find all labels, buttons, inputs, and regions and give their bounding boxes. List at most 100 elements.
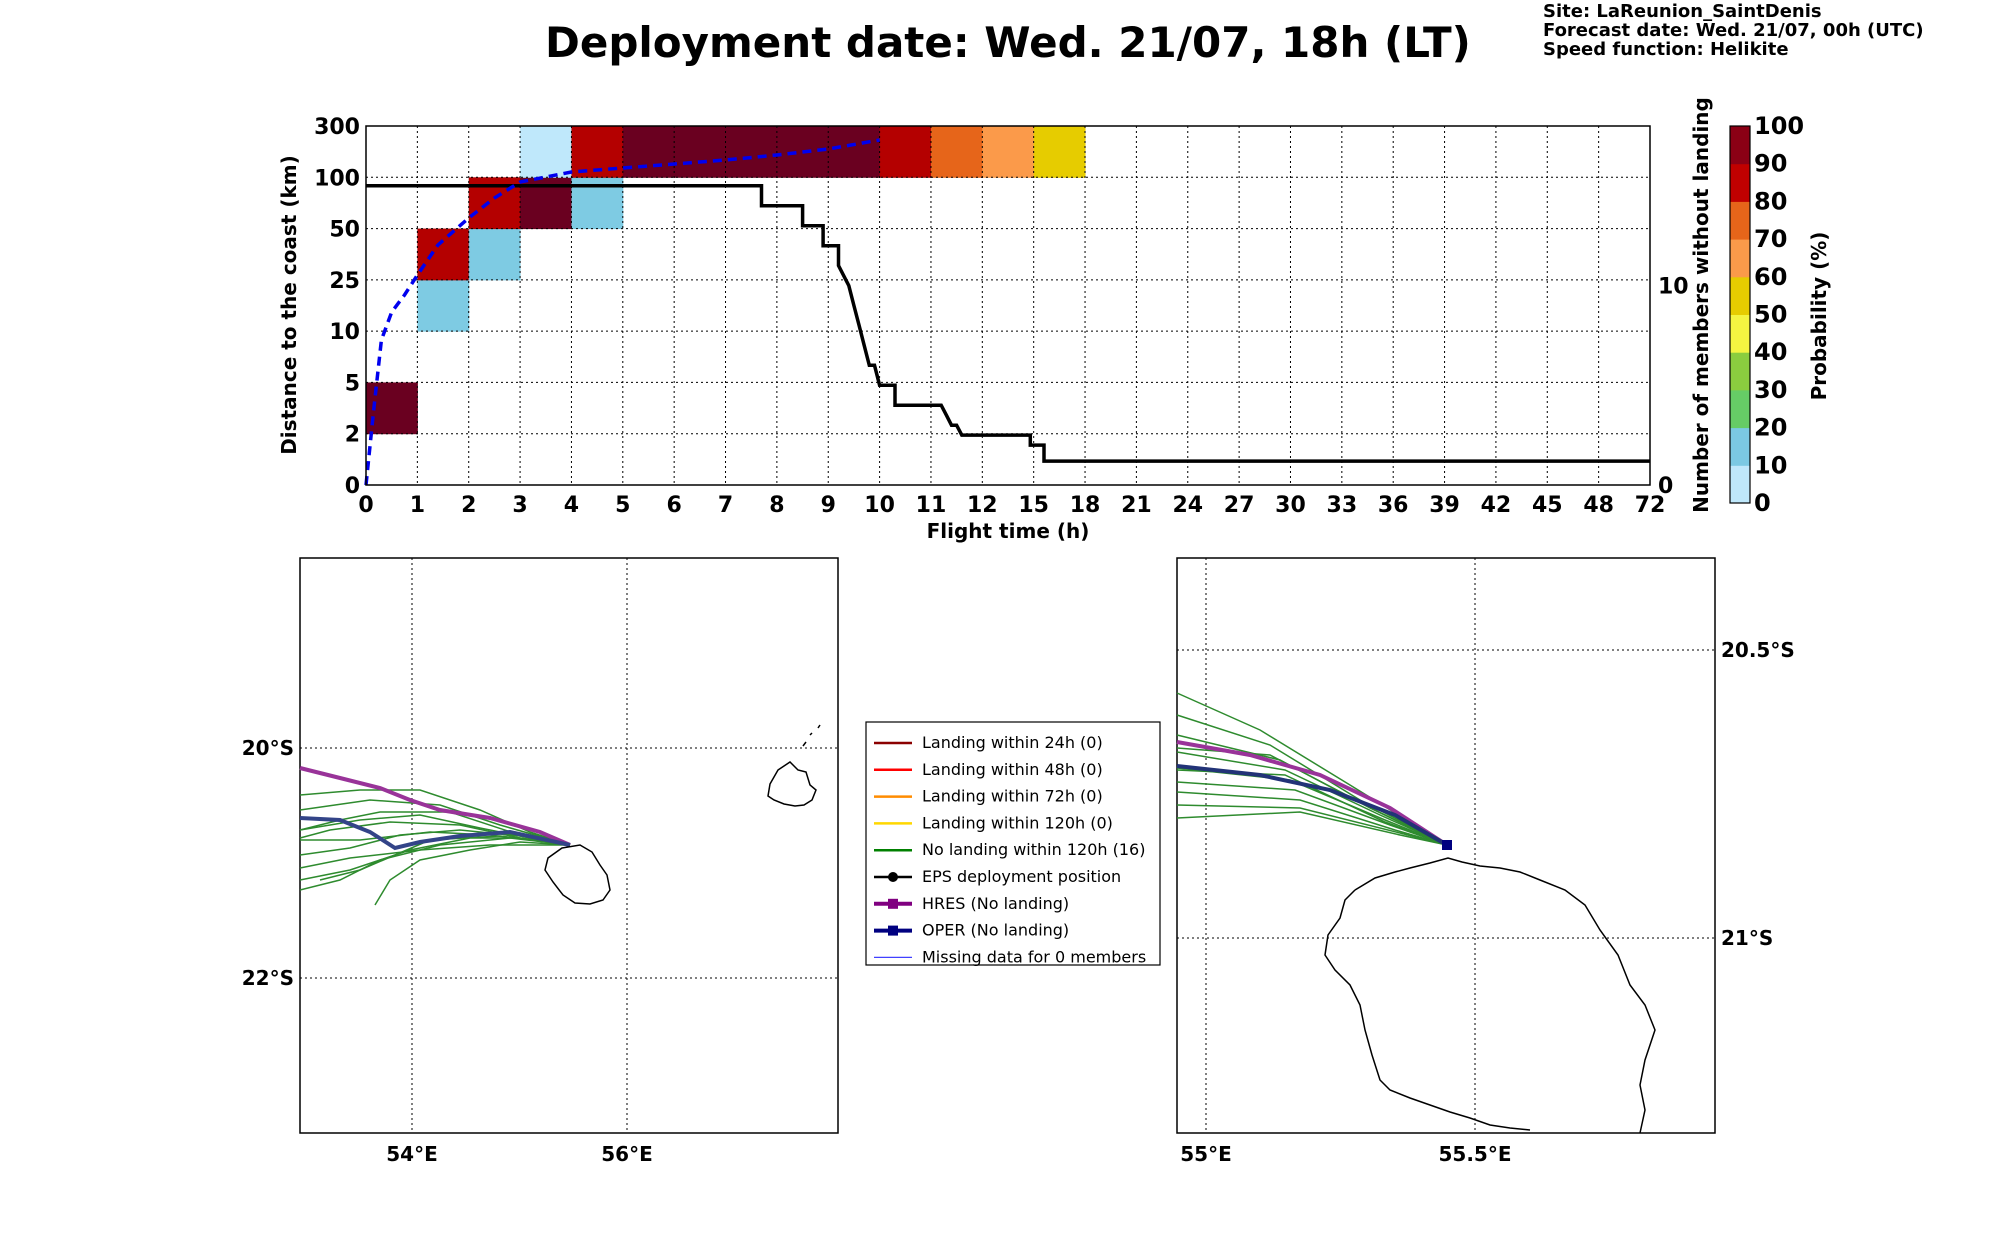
mauritius-coastline: [767, 724, 821, 807]
colorbar-segment: [1730, 163, 1750, 202]
heatmap-frame: [365, 125, 1651, 486]
heatmap-cell: [417, 228, 470, 281]
colorbar-tick-label: 0: [1754, 489, 1771, 517]
oper-track: [299, 816, 571, 851]
hres-track: [1176, 740, 1449, 847]
x-tick-label: 24: [1172, 493, 1203, 518]
colorbar-tick-label: 90: [1754, 150, 1787, 178]
legend-label: Landing within 72h (0): [922, 787, 1103, 806]
legend: Landing within 24h (0) Landing within 48h…: [865, 721, 1161, 966]
x-tick-label: 9: [821, 493, 836, 518]
x-tick-label: 8: [769, 493, 784, 518]
x-tick-label: 2: [461, 493, 476, 518]
heatmap-x-label: Flight time (h): [927, 519, 1090, 543]
forecast-date-label: Forecast date: Wed. 21/07, 00h (UTC): [1543, 20, 1924, 41]
heatmap-cell: [520, 126, 572, 178]
x-tick-label: 39: [1429, 493, 1460, 518]
legend-dot-icon: [888, 872, 898, 882]
legend-label: HRES (No landing): [922, 894, 1069, 913]
y-tick-label: 25: [329, 269, 360, 294]
y-tick-label: 0: [345, 474, 360, 499]
y-tick-label: 5: [345, 371, 360, 396]
colorbar-tick-label: 80: [1754, 187, 1787, 215]
x-tick-label: 10: [864, 493, 895, 518]
x-tick-label: 48: [1583, 493, 1614, 518]
legend-square-icon: [888, 925, 898, 936]
map-zoom-tracks: [1176, 692, 1449, 847]
colorbar-segment: [1730, 126, 1750, 165]
colorbar-tick-label: 100: [1754, 112, 1804, 140]
ensemble-track: [1176, 791, 1448, 846]
median-distance-line: [364, 138, 880, 486]
heatmap-cell: [982, 126, 1035, 178]
map-y-tick-label: 21°S: [1721, 926, 1773, 950]
heatmap-y-label: Distance to the coast (km): [277, 155, 301, 455]
legend-label: No landing within 120h (16): [922, 840, 1145, 859]
colorbar-label: Probability (%): [1807, 232, 1831, 401]
map-x-tick-label: 54°E: [386, 1142, 438, 1166]
legend-item: Landing within 24h (0): [874, 733, 1103, 752]
site-info: Site: LaReunion_SaintDenis Forecast date…: [1543, 2, 1924, 59]
colorbar-tick-label: 70: [1754, 225, 1787, 253]
heatmap-cell: [725, 126, 778, 178]
heatmap-cell: [1033, 126, 1086, 178]
y2-tick-label: 0: [1658, 474, 1673, 499]
colorbar-segment: [1730, 352, 1750, 391]
colorbar-segment: [1730, 239, 1750, 278]
y-tick-label: 2: [345, 423, 360, 448]
heatmap-cell: [674, 126, 727, 178]
map-zoom: 55°E 55.5°E 20.5°S 21°S: [1176, 557, 1795, 1166]
members-line: [366, 184, 1650, 463]
reunion-coastline-zoom: [1324, 857, 1656, 1134]
colorbar-tick-label: 30: [1754, 376, 1787, 404]
map-x-tick-label: 55°E: [1180, 1142, 1232, 1166]
colorbar-tick-label: 20: [1754, 414, 1787, 442]
legend-item: Landing within 48h (0): [874, 760, 1103, 779]
legend-item: OPER (No landing): [874, 921, 1069, 940]
map-y-tick-label: 20°S: [242, 736, 294, 760]
site-label: Site: LaReunion_SaintDenis: [1543, 1, 1822, 22]
x-tick-label: 0: [358, 493, 373, 518]
colorbar-segment: [1730, 314, 1750, 353]
x-tick-label: 27: [1224, 493, 1255, 518]
ensemble-track: [1176, 804, 1448, 846]
legend-item: EPS deployment position: [874, 867, 1121, 886]
map-wide-grid: [300, 558, 838, 1133]
x-tick-label: 5: [615, 493, 630, 518]
x-tick-label: 15: [1018, 493, 1049, 518]
oper-track: [1176, 764, 1448, 847]
reunion-coastline-wide: [544, 844, 611, 905]
x-tick-label: 11: [916, 493, 947, 518]
x-tick-label: 42: [1481, 493, 1512, 518]
legend-item: No landing within 120h (16): [874, 840, 1145, 859]
x-tick-label: 33: [1327, 493, 1358, 518]
legend-item: Landing within 120h (0): [874, 813, 1113, 832]
speed-function-label: Speed function: Helikite: [1543, 39, 1789, 60]
heatmap-y2-label: Number of members without landing: [1689, 97, 1713, 513]
ensemble-track: [1176, 811, 1448, 846]
x-tick-label: 7: [718, 493, 733, 518]
x-tick-label: 18: [1070, 493, 1101, 518]
heatmap-x-ticks: 0 1 2 3 4 5 6 7 8 9 10 11 12 15 18 21 24 27 30 33 36 39 42 45 48…: [358, 493, 1665, 518]
heatmap-cell: [930, 126, 983, 178]
map-zoom-grid: [1177, 558, 1715, 1133]
y2-tick-label: 10: [1658, 275, 1689, 300]
heatmap-cell: [879, 126, 932, 178]
x-tick-label: 4: [564, 493, 579, 518]
x-tick-label: 30: [1275, 493, 1306, 518]
map-x-tick-label: 55.5°E: [1438, 1142, 1511, 1166]
map-wide-tracks: [299, 766, 571, 906]
heatmap-cell: [417, 279, 470, 332]
legend-frame: [865, 721, 1161, 966]
x-tick-label: 21: [1121, 493, 1152, 518]
x-tick-label: 12: [967, 493, 998, 518]
x-tick-label: 6: [667, 493, 682, 518]
legend-label: Missing data for 0 members: [922, 947, 1146, 966]
x-tick-label: 72: [1635, 493, 1666, 518]
heatmap-y2-ticks: 0 10: [1658, 275, 1689, 499]
ensemble-track: [374, 841, 571, 906]
y-tick-label: 50: [329, 218, 360, 243]
chart-title: Deployment date: Wed. 21/07, 18h (LT): [545, 18, 1471, 67]
hres-track: [299, 766, 571, 847]
